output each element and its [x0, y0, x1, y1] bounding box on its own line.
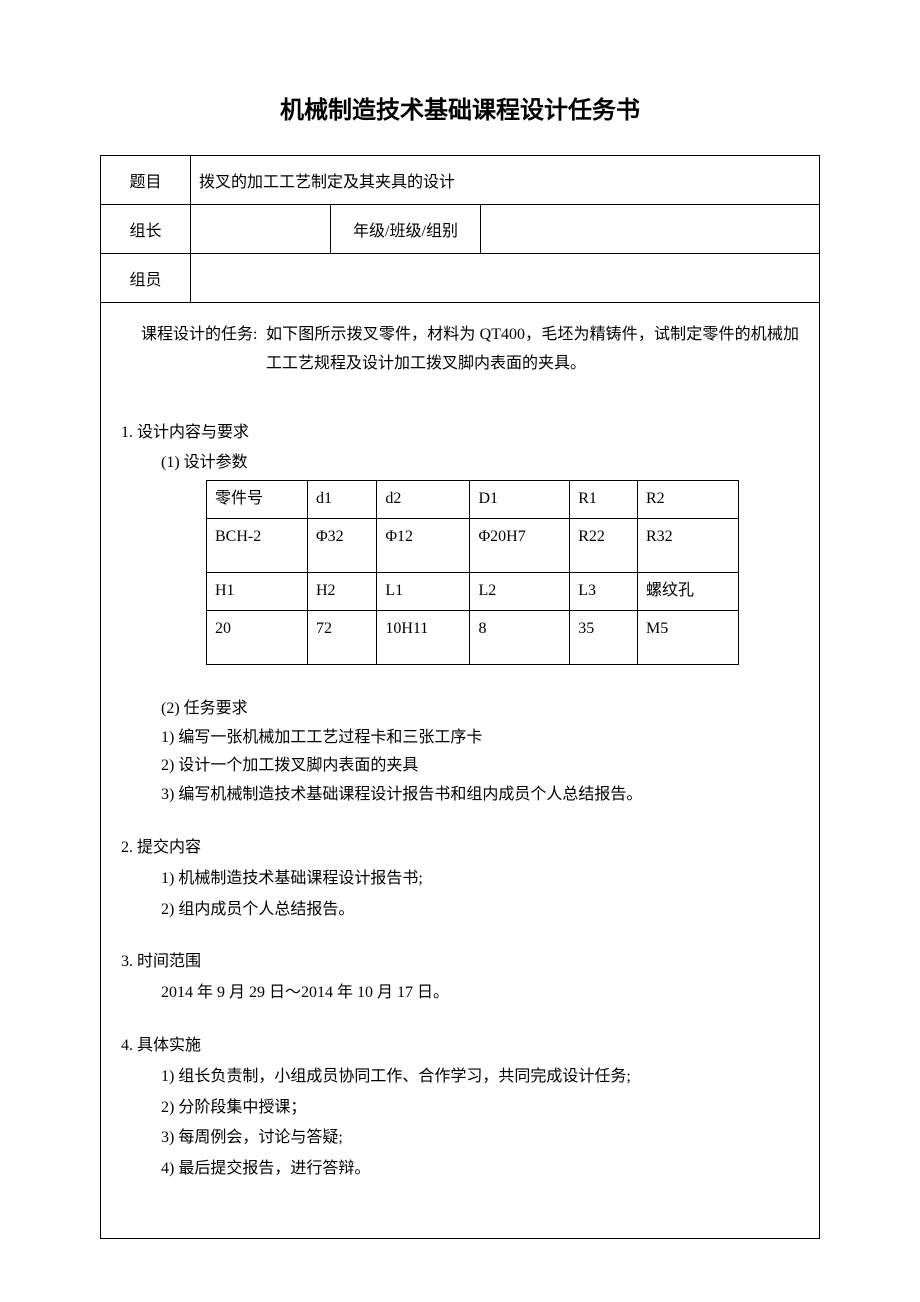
- req-item-2: 2) 设计一个加工拨叉脚内表面的夹具: [121, 752, 799, 781]
- param-cell: 72: [307, 610, 376, 664]
- impl-item-2: 2) 分阶段集中授课；: [121, 1094, 799, 1123]
- param-cell: Φ12: [377, 518, 470, 572]
- param-cell: 35: [570, 610, 638, 664]
- param-cell: BCH-2: [207, 518, 308, 572]
- section-4-heading: 4. 具体实施: [121, 1032, 799, 1061]
- impl-item-4: 4) 最后提交报告，进行答辩。: [121, 1155, 799, 1184]
- task-text: 如下图所示拨叉零件，材料为 QT400，毛坯为精铸件，试制定零件的机械加工工艺规…: [266, 321, 799, 379]
- header-row-leader: 组长 年级/班级/组别: [101, 205, 820, 254]
- param-cell: H1: [207, 572, 308, 610]
- param-cell: R22: [570, 518, 638, 572]
- param-cell: Φ32: [307, 518, 376, 572]
- req-item-1: 1) 编写一张机械加工工艺过程卡和三张工序卡: [121, 724, 799, 753]
- section-1-heading: 1. 设计内容与要求: [121, 419, 799, 448]
- param-header-row-1: 零件号 d1 d2 D1 R1 R2: [207, 481, 739, 519]
- class-label: 年级/班级/组别: [331, 205, 481, 254]
- deliverable-item-2: 2) 组内成员个人总结报告。: [121, 896, 799, 925]
- content-body: 课程设计的任务: 如下图所示拨叉零件，材料为 QT400，毛坯为精铸件，试制定零…: [100, 303, 820, 1239]
- header-row-topic: 题目 拨叉的加工工艺制定及其夹具的设计: [101, 156, 820, 205]
- param-cell: 20: [207, 610, 308, 664]
- topic-label: 题目: [101, 156, 191, 205]
- param-data-row-1: BCH-2 Φ32 Φ12 Φ20H7 R22 R32: [207, 518, 739, 572]
- section-1: 1. 设计内容与要求 (1) 设计参数 零件号 d1 d2 D1 R1 R2 B…: [121, 419, 799, 810]
- timerange-item: 2014 年 9 月 29 日～2014 年 10 月 17 日。: [121, 979, 799, 1008]
- param-cell: 8: [470, 610, 570, 664]
- req-item-3: 3) 编写机械制造技术基础课程设计报告书和组内成员个人总结报告。: [121, 781, 799, 810]
- param-cell: L3: [570, 572, 638, 610]
- param-cell: R32: [638, 518, 739, 572]
- header-table: 题目 拨叉的加工工艺制定及其夹具的设计 组长 年级/班级/组别 组员: [100, 155, 820, 303]
- section-1-sub2: (2) 任务要求: [121, 695, 799, 724]
- param-cell: H2: [307, 572, 376, 610]
- param-cell: Φ20H7: [470, 518, 570, 572]
- members-label: 组员: [101, 254, 191, 303]
- param-cell: L2: [470, 572, 570, 610]
- param-cell: R2: [638, 481, 739, 519]
- impl-item-1: 1) 组长负责制，小组成员协同工作、合作学习，共同完成设计任务;: [121, 1063, 799, 1092]
- param-table-wrap: 零件号 d1 d2 D1 R1 R2 BCH-2 Φ32 Φ12 Φ20H7 R…: [121, 480, 799, 665]
- param-cell: d1: [307, 481, 376, 519]
- section-3-heading: 3. 时间范围: [121, 948, 799, 977]
- param-cell: 零件号: [207, 481, 308, 519]
- section-2: 2. 提交内容 1) 机械制造技术基础课程设计报告书; 2) 组内成员个人总结报…: [121, 834, 799, 924]
- param-header-row-2: H1 H2 L1 L2 L3 螺纹孔: [207, 572, 739, 610]
- document-title: 机械制造技术基础课程设计任务书: [100, 90, 820, 125]
- section-3: 3. 时间范围 2014 年 9 月 29 日～2014 年 10 月 17 日…: [121, 948, 799, 1008]
- param-cell: 10H11: [377, 610, 470, 664]
- header-row-members: 组员: [101, 254, 820, 303]
- impl-item-3: 3) 每周例会，讨论与答疑;: [121, 1124, 799, 1153]
- param-cell: d2: [377, 481, 470, 519]
- topic-value: 拨叉的加工工艺制定及其夹具的设计: [191, 156, 820, 205]
- param-table: 零件号 d1 d2 D1 R1 R2 BCH-2 Φ32 Φ12 Φ20H7 R…: [206, 480, 739, 665]
- section-4: 4. 具体实施 1) 组长负责制，小组成员协同工作、合作学习，共同完成设计任务;…: [121, 1032, 799, 1184]
- param-cell: 螺纹孔: [638, 572, 739, 610]
- param-cell: D1: [470, 481, 570, 519]
- leader-label: 组长: [101, 205, 191, 254]
- section-2-heading: 2. 提交内容: [121, 834, 799, 863]
- param-data-row-2: 20 72 10H11 8 35 M5: [207, 610, 739, 664]
- class-value: [481, 205, 820, 254]
- param-cell: L1: [377, 572, 470, 610]
- deliverable-item-1: 1) 机械制造技术基础课程设计报告书;: [121, 865, 799, 894]
- task-label: 课程设计的任务:: [121, 321, 266, 379]
- leader-value: [191, 205, 331, 254]
- param-cell: R1: [570, 481, 638, 519]
- task-description: 课程设计的任务: 如下图所示拨叉零件，材料为 QT400，毛坯为精铸件，试制定零…: [121, 313, 799, 379]
- section-1-sub1: (1) 设计参数: [121, 449, 799, 478]
- members-value: [191, 254, 820, 303]
- param-cell: M5: [638, 610, 739, 664]
